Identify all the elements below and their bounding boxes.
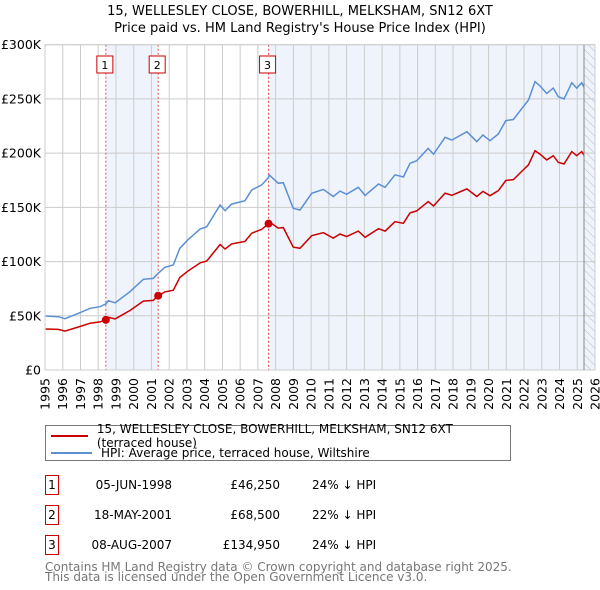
sale-row: 3 08-AUG-2007 £134,950 24% ↓ HPI [45, 535, 545, 555]
sale-price: £46,250 [230, 478, 280, 492]
sale-price: £134,950 [222, 538, 280, 552]
x-tick-label: 2024 [552, 378, 567, 410]
x-tick-label: 2016 [410, 378, 425, 410]
x-tick-label: 1996 [55, 378, 70, 410]
sale-number-badge: 3 [45, 535, 59, 555]
x-tick-label: 2017 [428, 378, 443, 410]
legend-item-hpi: HPI: Average price, terraced house, Wilt… [51, 445, 370, 461]
x-tick-label: 2012 [339, 378, 354, 410]
legend-item-property: 15, WELLESLEY CLOSE, BOWERHILL, MELKSHAM… [51, 422, 510, 450]
sale-number-badge: 1 [45, 475, 59, 495]
sale-label-number: 3 [264, 59, 271, 72]
sale-label-box [148, 55, 166, 74]
x-tick-label: 2004 [197, 378, 212, 410]
y-tick-label: £300K [1, 37, 42, 52]
sale-label-number: 2 [154, 59, 161, 72]
series-line-property [45, 149, 585, 332]
x-tick-label: 2010 [304, 378, 319, 410]
x-tick-label: 2005 [215, 378, 230, 410]
sale-point [154, 291, 163, 300]
x-tick-label: 2021 [499, 378, 514, 410]
sale-hpi-diff: 22% ↓ HPI [312, 508, 377, 522]
sale-price: £68,500 [230, 508, 280, 522]
legend-swatch-red [51, 435, 88, 437]
x-tick-label: 2001 [144, 378, 159, 410]
series-line-hpi [45, 80, 585, 320]
sale-point [101, 315, 110, 324]
x-tick-label: 2007 [250, 378, 265, 410]
x-tick-label: 1995 [38, 378, 53, 410]
legend-swatch-blue [51, 452, 92, 454]
sale-date: 08-AUG-2007 [91, 538, 173, 552]
x-tick-label: 2026 [588, 378, 600, 410]
sale-row: 2 18-MAY-2001 £68,500 22% ↓ HPI [45, 505, 545, 525]
x-tick-label: 2011 [321, 378, 336, 410]
y-tick-label: £100K [1, 254, 42, 269]
y-tick-label: £0 [25, 363, 41, 378]
chart-subtitle: Price paid vs. HM Land Registry's House … [114, 21, 486, 36]
sale-number-badge: 2 [45, 505, 59, 525]
chart-legend: 15, WELLESLEY CLOSE, BOWERHILL, MELKSHAM… [45, 422, 511, 461]
x-tick-label: 2015 [392, 378, 407, 410]
x-tick-label: 2013 [357, 378, 372, 410]
sale-label-box [259, 55, 277, 74]
sale-row: 1 05-JUN-1998 £46,250 24% ↓ HPI [45, 475, 545, 495]
x-tick-label: 2018 [446, 378, 461, 410]
x-tick-label: 2023 [534, 378, 549, 410]
legend-label: 15, WELLESLEY CLOSE, BOWERHILL, MELKSHAM… [96, 422, 453, 450]
x-tick-label: 2019 [463, 378, 478, 410]
sale-label-number: 1 [101, 59, 108, 72]
sale-date: 18-MAY-2001 [93, 508, 172, 522]
x-tick-label: 2008 [268, 378, 283, 410]
x-tick-label: 2022 [517, 378, 532, 410]
x-tick-label: 2002 [162, 378, 177, 410]
x-tick-label: 2009 [286, 378, 301, 410]
x-tick-label: 2020 [481, 378, 496, 410]
y-tick-label: £200K [1, 146, 42, 161]
x-tick-label: 2014 [375, 378, 390, 410]
sale-hpi-diff: 24% ↓ HPI [312, 538, 377, 552]
y-tick-label: £50K [9, 308, 42, 323]
footer-copyright: Contains HM Land Registry data © Crown c… [45, 560, 512, 574]
plot-border [44, 44, 596, 371]
x-tick-label: 2025 [570, 378, 585, 410]
y-tick-label: £150K [1, 200, 42, 215]
sale-date: 05-JUN-1998 [95, 478, 172, 492]
footer-licence: This data is licensed under the Open Gov… [45, 570, 428, 584]
sale-label-box [96, 55, 114, 74]
x-tick-label: 2006 [233, 378, 248, 410]
x-tick-label: 1998 [91, 378, 106, 410]
x-tick-label: 1997 [73, 378, 88, 410]
legend-label: HPI: Average price, terraced house, Wilt… [101, 446, 370, 460]
x-tick-label: 2003 [179, 378, 194, 410]
sale-hpi-diff: 24% ↓ HPI [312, 478, 377, 492]
x-tick-label: 2000 [126, 378, 141, 410]
sale-point [264, 219, 273, 228]
x-tick-label: 1999 [108, 378, 123, 410]
chart-title: 15, WELLESLEY CLOSE, BOWERHILL, MELKSHAM… [107, 4, 493, 19]
y-tick-label: £250K [1, 91, 42, 106]
